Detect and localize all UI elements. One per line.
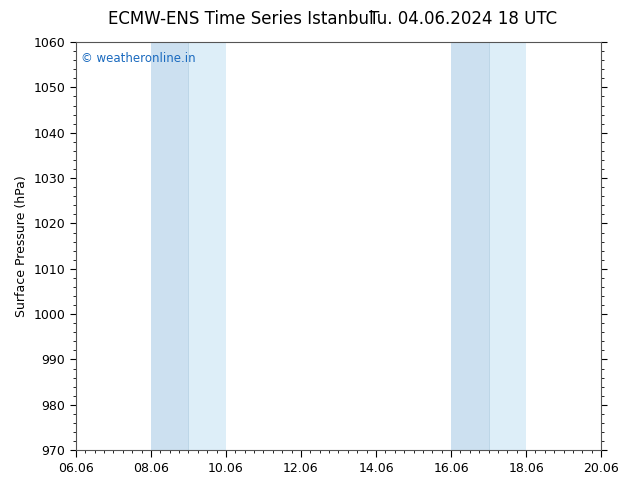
Bar <box>151 42 188 450</box>
Text: © weatheronline.in: © weatheronline.in <box>81 52 196 65</box>
Y-axis label: Surface Pressure (hPa): Surface Pressure (hPa) <box>15 175 28 317</box>
Bar <box>188 42 226 450</box>
Bar <box>451 42 489 450</box>
Text: ECMW-ENS Time Series Istanbul: ECMW-ENS Time Series Istanbul <box>108 10 373 28</box>
Text: Tu. 04.06.2024 18 UTC: Tu. 04.06.2024 18 UTC <box>369 10 557 28</box>
Bar <box>489 42 526 450</box>
